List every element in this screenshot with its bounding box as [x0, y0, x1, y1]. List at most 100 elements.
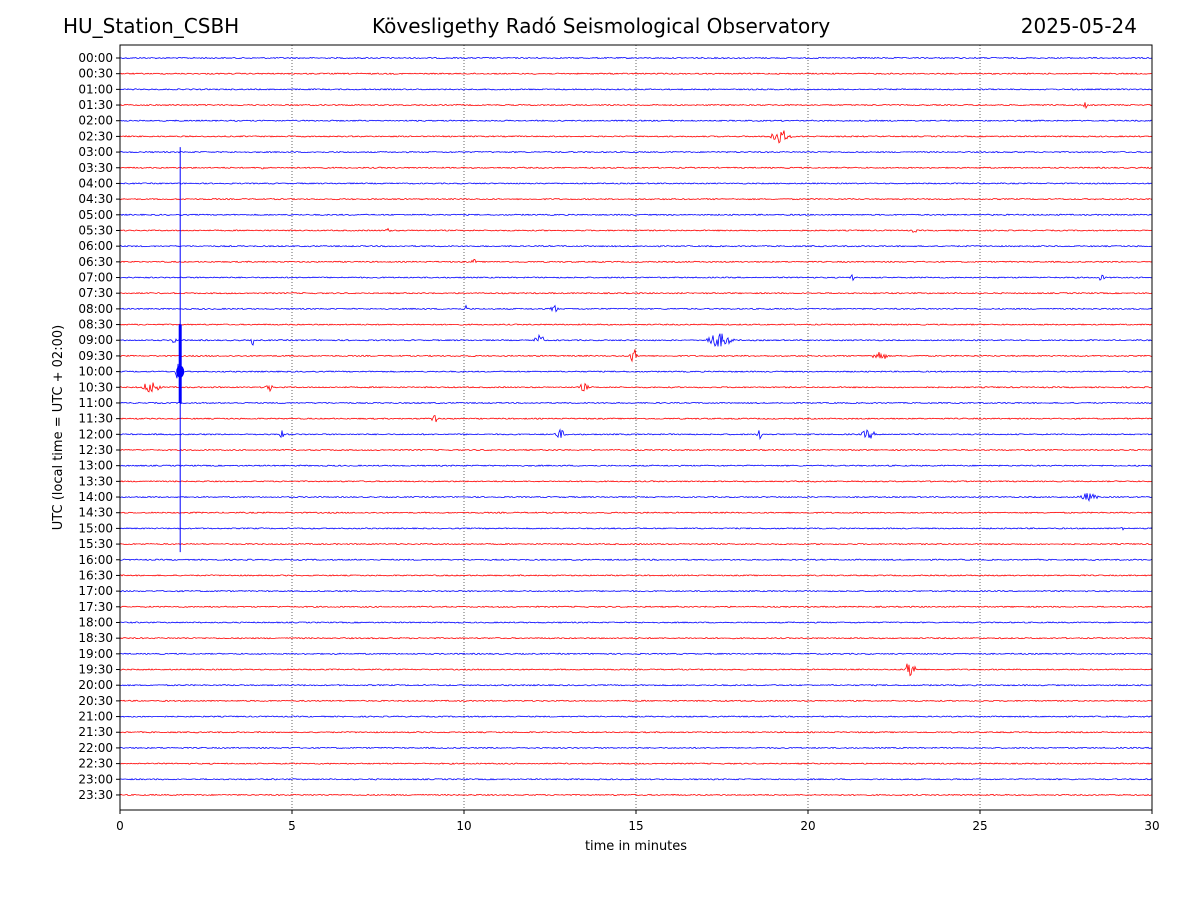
y-tick-label: 22:30 [78, 757, 113, 771]
y-tick-label: 14:30 [78, 506, 113, 520]
x-tick-label: 30 [1144, 819, 1159, 833]
y-tick-label: 14:00 [78, 490, 113, 504]
trace-2130 [119, 731, 1153, 734]
trace-0300 [119, 150, 1153, 154]
trace-0730 [119, 291, 1153, 295]
y-tick-label: 17:00 [78, 584, 113, 598]
trace-1730 [120, 605, 1153, 608]
trace-2100 [119, 715, 1152, 718]
trace-0200 [119, 119, 1153, 122]
y-tick-label: 02:00 [78, 114, 113, 128]
y-tick-label: 01:30 [78, 98, 113, 112]
y-tick-label: 06:00 [78, 239, 113, 253]
trace-2200 [119, 746, 1153, 750]
y-tick-label: 02:30 [78, 129, 113, 143]
y-tick-label: 22:00 [78, 741, 113, 755]
trace-1000 [119, 363, 1153, 379]
y-tick-label: 10:00 [78, 365, 113, 379]
y-tick-label: 21:00 [78, 710, 113, 724]
x-tick-label: 5 [288, 819, 296, 833]
y-tick-label: 09:00 [78, 333, 113, 347]
x-tick-label: 20 [800, 819, 815, 833]
y-tick-label: 12:00 [78, 427, 113, 441]
trace-1330 [119, 480, 1153, 483]
trace-0930 [119, 349, 1153, 363]
trace-1630 [119, 574, 1153, 577]
y-tick-label: 19:00 [78, 647, 113, 661]
trace-1300 [119, 464, 1152, 467]
trace-1700 [119, 589, 1153, 593]
trace-2230 [119, 762, 1153, 765]
y-tick-label: 20:30 [78, 694, 113, 708]
x-tick-label: 15 [628, 819, 643, 833]
trace-1130 [119, 414, 1153, 423]
y-tick-label: 16:30 [78, 568, 113, 582]
y-tick-label: 05:00 [78, 208, 113, 222]
y-tick-label: 23:30 [78, 788, 113, 802]
x-axis-label: time in minutes [585, 839, 687, 854]
y-tick-label: 23:00 [78, 772, 113, 786]
trace-1830 [119, 637, 1153, 640]
y-tick-label: 06:30 [78, 255, 113, 269]
trace-0830 [119, 323, 1153, 326]
y-tick-label: 08:30 [78, 318, 113, 332]
trace-1930 [119, 663, 1153, 677]
trace-0030 [119, 72, 1152, 75]
trace-2000 [119, 683, 1153, 687]
station-name: HU_Station_CSBH [63, 14, 240, 38]
trace-2030 [119, 699, 1153, 703]
trace-1430 [119, 511, 1152, 514]
trace-0000 [119, 56, 1153, 60]
y-tick-label: 08:00 [78, 302, 113, 316]
y-tick-label: 10:30 [78, 380, 113, 394]
trace-0700 [119, 273, 1153, 282]
y-tick-label: 07:00 [78, 271, 113, 285]
y-tick-label: 04:00 [78, 176, 113, 190]
spike-peak [176, 365, 185, 378]
trace-2330 [119, 793, 1153, 797]
y-tick-label: 20:00 [78, 678, 113, 692]
y-tick-label: 11:30 [78, 412, 113, 426]
grid-lines [291, 45, 981, 810]
y-tick-label: 00:00 [78, 51, 113, 65]
trace-0500 [120, 213, 1153, 217]
y-axis-label: UTC (local time = UTC + 02:00) [51, 325, 66, 530]
trace-0230 [119, 130, 1153, 144]
y-tick-label: 11:00 [78, 396, 113, 410]
y-tick-label: 13:30 [78, 474, 113, 488]
y-tick-label: 07:30 [78, 286, 113, 300]
y-tick-label: 18:00 [78, 615, 113, 629]
chart-title: Kövesligethy Radó Seismological Observat… [372, 14, 831, 38]
trace-0530 [119, 227, 1153, 233]
trace-1230 [119, 448, 1153, 452]
y-tick-label: 19:30 [78, 663, 113, 677]
seismogram-traces [119, 56, 1153, 797]
trace-1200 [119, 428, 1153, 441]
y-tick-label: 17:30 [78, 600, 113, 614]
y-tick-label: 13:00 [78, 459, 113, 473]
trace-2300 [119, 778, 1153, 781]
y-tick-label: 01:00 [78, 82, 113, 96]
x-tick-label: 10 [456, 819, 471, 833]
trace-0400 [119, 182, 1153, 185]
trace-1800 [120, 621, 1153, 624]
x-tick-label: 25 [972, 819, 987, 833]
chart-date: 2025-05-24 [1020, 14, 1137, 38]
y-tick-label: 18:30 [78, 631, 113, 645]
trace-1100 [119, 401, 1153, 405]
trace-1030 [119, 382, 1153, 393]
y-tick-label: 00:30 [78, 67, 113, 81]
trace-0800 [119, 304, 1153, 313]
y-tick-label: 03:30 [78, 161, 113, 175]
trace-0430 [119, 197, 1153, 201]
trace-0330 [119, 166, 1153, 170]
trace-1500 [119, 527, 1153, 531]
x-tick-label: 0 [116, 819, 124, 833]
y-tick-label: 03:00 [78, 145, 113, 159]
trace-0630 [119, 258, 1153, 264]
y-tick-label: 16:00 [78, 553, 113, 567]
y-tick-label: 09:30 [78, 349, 113, 363]
y-tick-label: 12:30 [78, 443, 113, 457]
